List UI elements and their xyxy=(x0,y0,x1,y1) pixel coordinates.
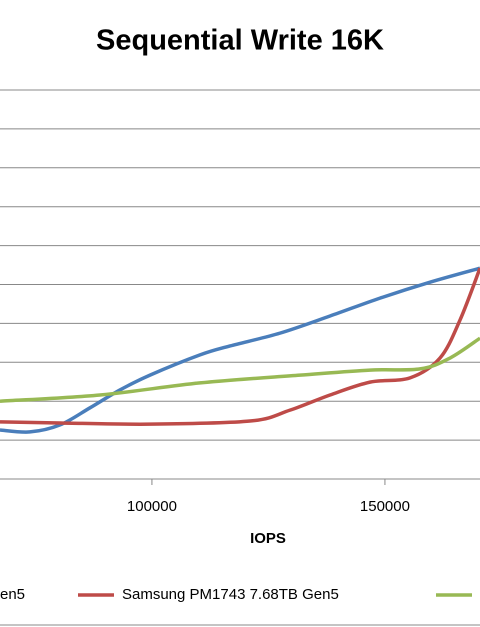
series-line xyxy=(0,266,480,434)
legend-label: en5 xyxy=(0,586,25,603)
x-tick-label: 150000 xyxy=(360,498,410,515)
chart-title: Sequential Write 16K xyxy=(96,25,384,57)
series-line xyxy=(0,336,480,403)
x-tick-label: 100000 xyxy=(127,498,177,515)
x-axis-title: IOPS xyxy=(250,530,286,547)
series-line xyxy=(0,267,480,426)
legend-label: Samsung PM1743 7.68TB Gen5 xyxy=(122,586,339,603)
